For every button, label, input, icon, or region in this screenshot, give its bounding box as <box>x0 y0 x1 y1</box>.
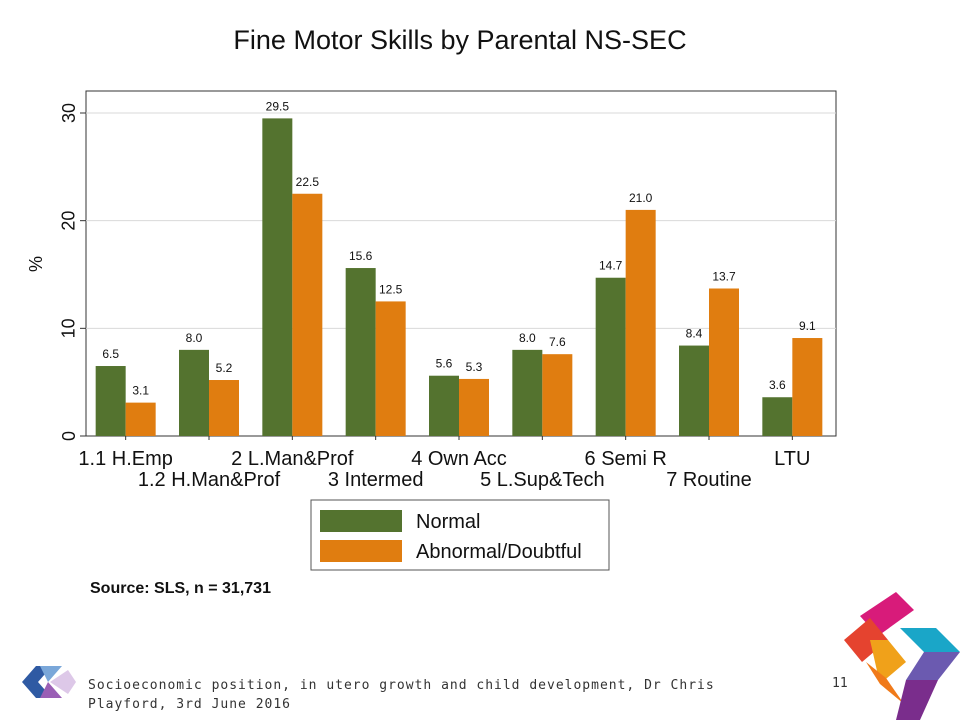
logo-right <box>840 588 960 725</box>
bar-normal <box>595 277 626 436</box>
data-label: 12.5 <box>379 282 403 296</box>
bar-abnormal <box>709 288 739 436</box>
plot-area: 0 10 20 30 6.5 3.1 1.1 H.Emp 8.0 5.2 1.2 H.Man&Pr… <box>59 90 837 491</box>
y-axis-label: % <box>26 256 46 272</box>
bar-abnormal <box>292 193 323 436</box>
y-tick-label: 0 <box>59 431 79 441</box>
bar-abnormal <box>125 402 156 436</box>
bar-normal <box>512 349 543 436</box>
data-label: 6.5 <box>102 347 119 361</box>
data-label: 3.1 <box>132 384 149 398</box>
bar-abnormal <box>375 301 406 436</box>
x-tick-label: 6 Semi R <box>585 448 667 470</box>
data-label: 14.7 <box>599 259 623 273</box>
y-tick-label: 20 <box>59 211 79 231</box>
x-tick-label: 7 Routine <box>666 469 752 491</box>
bar-normal <box>345 268 376 436</box>
x-tick-label: 4 Own Acc <box>411 448 507 470</box>
legend: Normal Abnormal/Doubtful <box>310 499 610 571</box>
data-label: 3.6 <box>769 378 786 392</box>
bar-abnormal <box>209 380 239 436</box>
data-label: 8.4 <box>686 327 703 341</box>
logo-left <box>22 664 78 705</box>
data-label: 15.6 <box>349 249 373 263</box>
bar-normal <box>179 349 209 436</box>
source-note: Source: SLS, n = 31,731 <box>90 580 271 597</box>
data-label: 5.6 <box>436 357 453 371</box>
bar-normal <box>429 375 459 436</box>
y-tick-label: 10 <box>59 318 79 338</box>
data-label: 8.0 <box>186 331 203 345</box>
data-label: 9.1 <box>799 319 816 333</box>
y-tick-label: 30 <box>59 103 79 123</box>
legend-label-normal: Normal <box>416 511 480 533</box>
x-tick-label: 2 L.Man&Prof <box>231 448 354 470</box>
bar-normal <box>95 366 126 436</box>
footer-text: Socioeconomic position, in utero growth … <box>88 678 715 712</box>
x-tick-label: 1.1 H.Emp <box>78 448 172 470</box>
data-label: 22.5 <box>296 175 320 189</box>
data-label: 8.0 <box>519 331 536 345</box>
legend-label-abnormal: Abnormal/Doubtful <box>416 541 582 563</box>
bar-normal <box>262 118 293 436</box>
x-tick-label: 1.2 H.Man&Prof <box>138 469 281 491</box>
bar-abnormal <box>792 338 823 436</box>
legend-swatch-normal <box>320 510 402 532</box>
x-tick-label: 3 Intermed <box>328 469 424 491</box>
page-number: 11 <box>832 676 848 691</box>
data-label: 7.6 <box>549 335 566 349</box>
bar-normal <box>679 345 709 436</box>
x-tick-label: 5 L.Sup&Tech <box>480 469 605 491</box>
data-label: 29.5 <box>266 99 290 113</box>
chart-title: Fine Motor Skills by Parental NS-SEC <box>233 25 686 55</box>
bar-normal <box>762 397 793 436</box>
bar-abnormal <box>459 378 489 436</box>
data-label: 21.0 <box>629 191 653 205</box>
data-label: 5.2 <box>216 361 233 375</box>
legend-swatch-abnormal <box>320 540 402 562</box>
data-label: 13.7 <box>712 269 736 283</box>
x-tick-label: LTU <box>774 448 810 470</box>
bar-abnormal <box>542 354 573 436</box>
data-label: 5.3 <box>466 360 483 374</box>
bar-abnormal <box>625 209 656 436</box>
